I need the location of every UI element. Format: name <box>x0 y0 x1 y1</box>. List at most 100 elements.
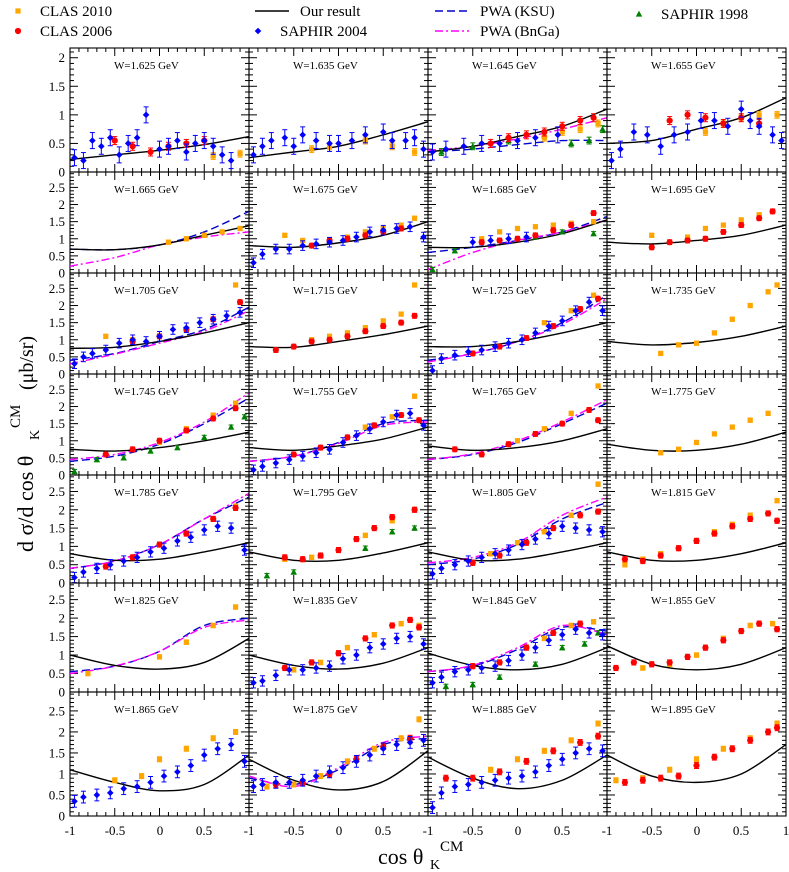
saphir2004-point <box>71 360 78 368</box>
saphir2004-point <box>299 242 306 249</box>
panel: W=1.815 GeV <box>606 474 787 584</box>
saphir2004-point <box>133 134 141 142</box>
clas2010-point <box>756 212 762 218</box>
saphir2004-point <box>460 142 468 150</box>
saphir2004-point <box>585 298 593 306</box>
saphir2004-point <box>545 636 553 644</box>
panel: W=1.675 GeV <box>248 171 429 274</box>
saphir2004-point <box>80 353 87 361</box>
clas2010-point <box>371 632 377 638</box>
clas2010-point <box>264 783 270 790</box>
ksu-curve <box>70 397 249 463</box>
y-tick-label: 2 <box>59 197 66 212</box>
saphir2004-point <box>156 145 163 153</box>
panel-plot-area <box>607 620 786 672</box>
saphir2004-point <box>545 322 553 330</box>
saphir2004-point <box>451 668 459 675</box>
y-tick-label: 2 <box>59 399 66 414</box>
clas2010-point <box>416 716 422 722</box>
saphir2004-point <box>142 111 150 119</box>
clas2006-point <box>550 747 557 754</box>
saphir2004-point <box>174 768 181 776</box>
our-result-curve <box>428 219 607 249</box>
saphir2004-point <box>599 631 606 639</box>
clas2006-point <box>496 237 503 244</box>
clas2006-point <box>532 430 539 438</box>
our-result-curve <box>428 542 607 562</box>
y-tick-label: 1.5 <box>49 629 65 644</box>
y-tick-label: 2.5 <box>49 180 65 195</box>
panel-plot-area <box>428 383 607 461</box>
saphir2004-point <box>630 128 638 136</box>
saphir2004-point <box>326 662 333 670</box>
clas2010-point <box>210 153 216 159</box>
saphir1998-point <box>429 266 436 273</box>
saphir2004-point <box>518 651 526 659</box>
panel-label: W=1.655 GeV <box>651 60 716 72</box>
saphir2004-point <box>478 140 485 147</box>
saphir1998-point <box>451 247 459 254</box>
clas2010-point <box>389 518 395 524</box>
saphir2004-point <box>236 309 244 316</box>
panel: 0 0.5 1 1.5 2 W=1.625 GeV <box>49 47 250 180</box>
clas2010-point <box>232 604 239 610</box>
saphir2004-point <box>281 134 289 142</box>
clas2006-point <box>232 405 239 412</box>
saphir2004-point <box>183 148 190 156</box>
panel-label: W=1.755 GeV <box>293 386 358 398</box>
panel: W=1.685 GeV <box>427 171 608 274</box>
saphir2004-point <box>402 137 409 144</box>
clas2010-point <box>765 289 771 295</box>
panel: W=1.715 GeV <box>248 272 429 375</box>
clas2006-point <box>666 659 673 666</box>
clas2010-point <box>183 746 189 752</box>
saphir1998-point <box>559 644 566 651</box>
clas2010-point <box>550 222 556 228</box>
y-tick-label: 1 <box>59 648 66 663</box>
clas2010-point <box>769 621 776 627</box>
our-result-curve <box>70 542 249 562</box>
clas2010-point <box>774 498 780 504</box>
clas2010-point <box>541 320 547 326</box>
clas2010-point <box>411 393 418 399</box>
saphir2004-point <box>366 425 374 433</box>
clas2006-point <box>702 235 709 242</box>
clas2006-point <box>577 117 584 124</box>
saphir2004-point <box>326 768 333 776</box>
clas2010-point <box>720 222 726 228</box>
clas2006-point <box>639 557 646 565</box>
legend-entry: Our result <box>255 4 361 20</box>
clas2010-point <box>514 225 521 232</box>
our-result-curve <box>428 321 607 348</box>
clas2006-point <box>702 644 709 651</box>
saphir2004-point <box>697 117 705 124</box>
saphir1998-point <box>585 137 593 144</box>
panel: W=1.835 GeV <box>248 582 429 693</box>
panel-label: W=1.695 GeV <box>651 184 716 196</box>
saphir2004-point <box>299 131 306 139</box>
clas2010-point <box>649 232 655 238</box>
saphir2004-point <box>71 797 78 805</box>
saphir2004-point <box>724 122 732 130</box>
panel-label: W=1.875 GeV <box>293 704 358 716</box>
clas2010-point <box>201 232 207 238</box>
clas2006-point <box>478 451 485 458</box>
saphir2004-point <box>737 105 745 113</box>
clas2010-point <box>232 282 239 288</box>
saphir2004-point <box>102 346 110 354</box>
clas2010-point <box>738 217 744 223</box>
saphir2004-point <box>339 764 347 771</box>
saphir2004-point <box>259 250 266 258</box>
panel-plot-area <box>249 121 428 164</box>
y-tick-label: 1.5 <box>49 315 65 330</box>
clas2010-point <box>362 532 368 539</box>
our-result-curve <box>607 542 786 562</box>
saphir2004-point <box>250 151 257 159</box>
our-result-curve <box>249 426 428 452</box>
clas2006-point <box>550 322 557 330</box>
saphir1998-point <box>263 572 271 579</box>
clas2010-point <box>541 135 547 141</box>
panel: W=1.635 GeV <box>248 47 429 173</box>
legend-marker <box>14 27 22 35</box>
saphir2004-point <box>469 238 477 246</box>
